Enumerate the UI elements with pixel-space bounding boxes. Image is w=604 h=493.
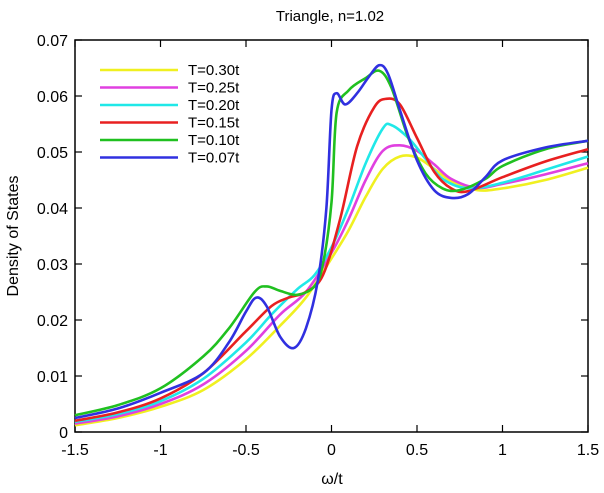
y-tick-label: 0.01: [37, 369, 68, 386]
x-axis-title: ω/t: [321, 471, 343, 488]
y-tick-label: 0.05: [37, 145, 68, 162]
legend-label: T=0.15t: [188, 115, 240, 132]
series-lines: [74, 63, 589, 427]
series-line-t-0-07t: [74, 63, 589, 420]
x-tick-label: -0.5: [232, 442, 260, 459]
axis-ticks: -1.5 -1 -0.5 0 0.5 1 1.5 0 0.01 0.02 0.03 0.04 0.05 0…: [37, 33, 599, 459]
legend: T=0.30tT=0.25tT=0.20tT=0.15tT=0.10tT=0.0…: [100, 62, 240, 167]
y-tick-label: 0.03: [37, 257, 68, 274]
series-line-t-0-30t: [74, 154, 589, 427]
legend-label: T=0.10t: [188, 132, 240, 149]
x-tick-label: -1: [153, 442, 167, 459]
y-tick-label: 0.04: [37, 201, 68, 218]
y-axis-title: Density of States: [5, 176, 22, 297]
y-tick-label: 0: [59, 425, 68, 442]
x-tick-label: 1: [498, 442, 507, 459]
legend-label: T=0.30t: [188, 62, 240, 79]
y-tick-label: 0.07: [37, 33, 68, 50]
series-line-t-0-10t: [74, 69, 589, 417]
x-tick-label: 0: [327, 442, 336, 459]
plot-frame: [74, 39, 589, 433]
x-tick-label: 0.5: [406, 442, 428, 459]
y-tick-label: 0.02: [37, 313, 68, 330]
series-line-t-0-20t: [74, 122, 589, 424]
x-tick-label: 1.5: [577, 442, 599, 459]
legend-label: T=0.07t: [188, 150, 240, 167]
legend-label: T=0.25t: [188, 80, 240, 97]
legend-label: T=0.20t: [188, 97, 240, 114]
y-tick-label: 0.06: [37, 89, 68, 106]
x-tick-label: -1.5: [61, 442, 89, 459]
chart-title: Triangle, n=1.02: [276, 8, 384, 25]
